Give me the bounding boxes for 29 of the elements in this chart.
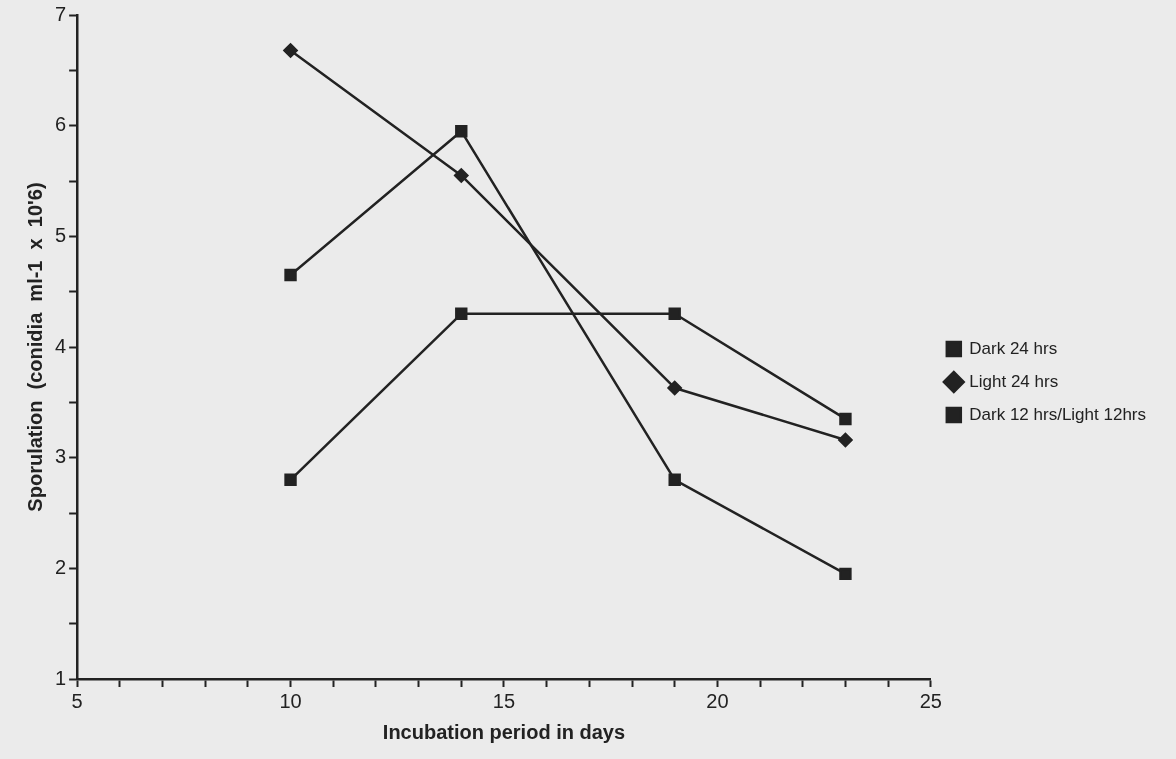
- point: [455, 125, 468, 138]
- x-tick-label: 25: [919, 689, 942, 712]
- y-tick-label: 4: [55, 334, 67, 357]
- legend-label: Dark 12 hrs/Light 12hrs: [969, 404, 1146, 424]
- y-axis-title: Sporulation (conidia ml-1 x 10'6): [23, 182, 46, 512]
- point: [667, 380, 682, 396]
- point: [668, 473, 681, 486]
- point: [284, 473, 297, 486]
- x-axis-title: Incubation period in days: [382, 720, 626, 743]
- point: [454, 168, 469, 183]
- point: [839, 412, 852, 426]
- x-tick-label: 20: [706, 689, 729, 712]
- y-tick-label: 1: [55, 666, 67, 689]
- y-tick-label: 6: [55, 113, 67, 136]
- y-tick-label: 7: [55, 2, 67, 25]
- legend-label: Light 24 hrs: [969, 371, 1059, 391]
- y-tick-label: 3: [55, 445, 67, 468]
- point: [839, 567, 852, 581]
- point: [838, 432, 853, 448]
- x-tick-label: 5: [71, 689, 83, 712]
- point: [668, 307, 681, 320]
- y-tick-label: 5: [55, 223, 67, 246]
- point: [283, 43, 298, 58]
- x-tick-label: 15: [492, 689, 516, 712]
- x-tick-label: 10: [279, 689, 302, 712]
- point: [284, 268, 297, 282]
- legend-label: Dark 24 hrs: [969, 338, 1058, 358]
- point: [455, 307, 468, 320]
- y-tick-label: 2: [55, 555, 67, 578]
